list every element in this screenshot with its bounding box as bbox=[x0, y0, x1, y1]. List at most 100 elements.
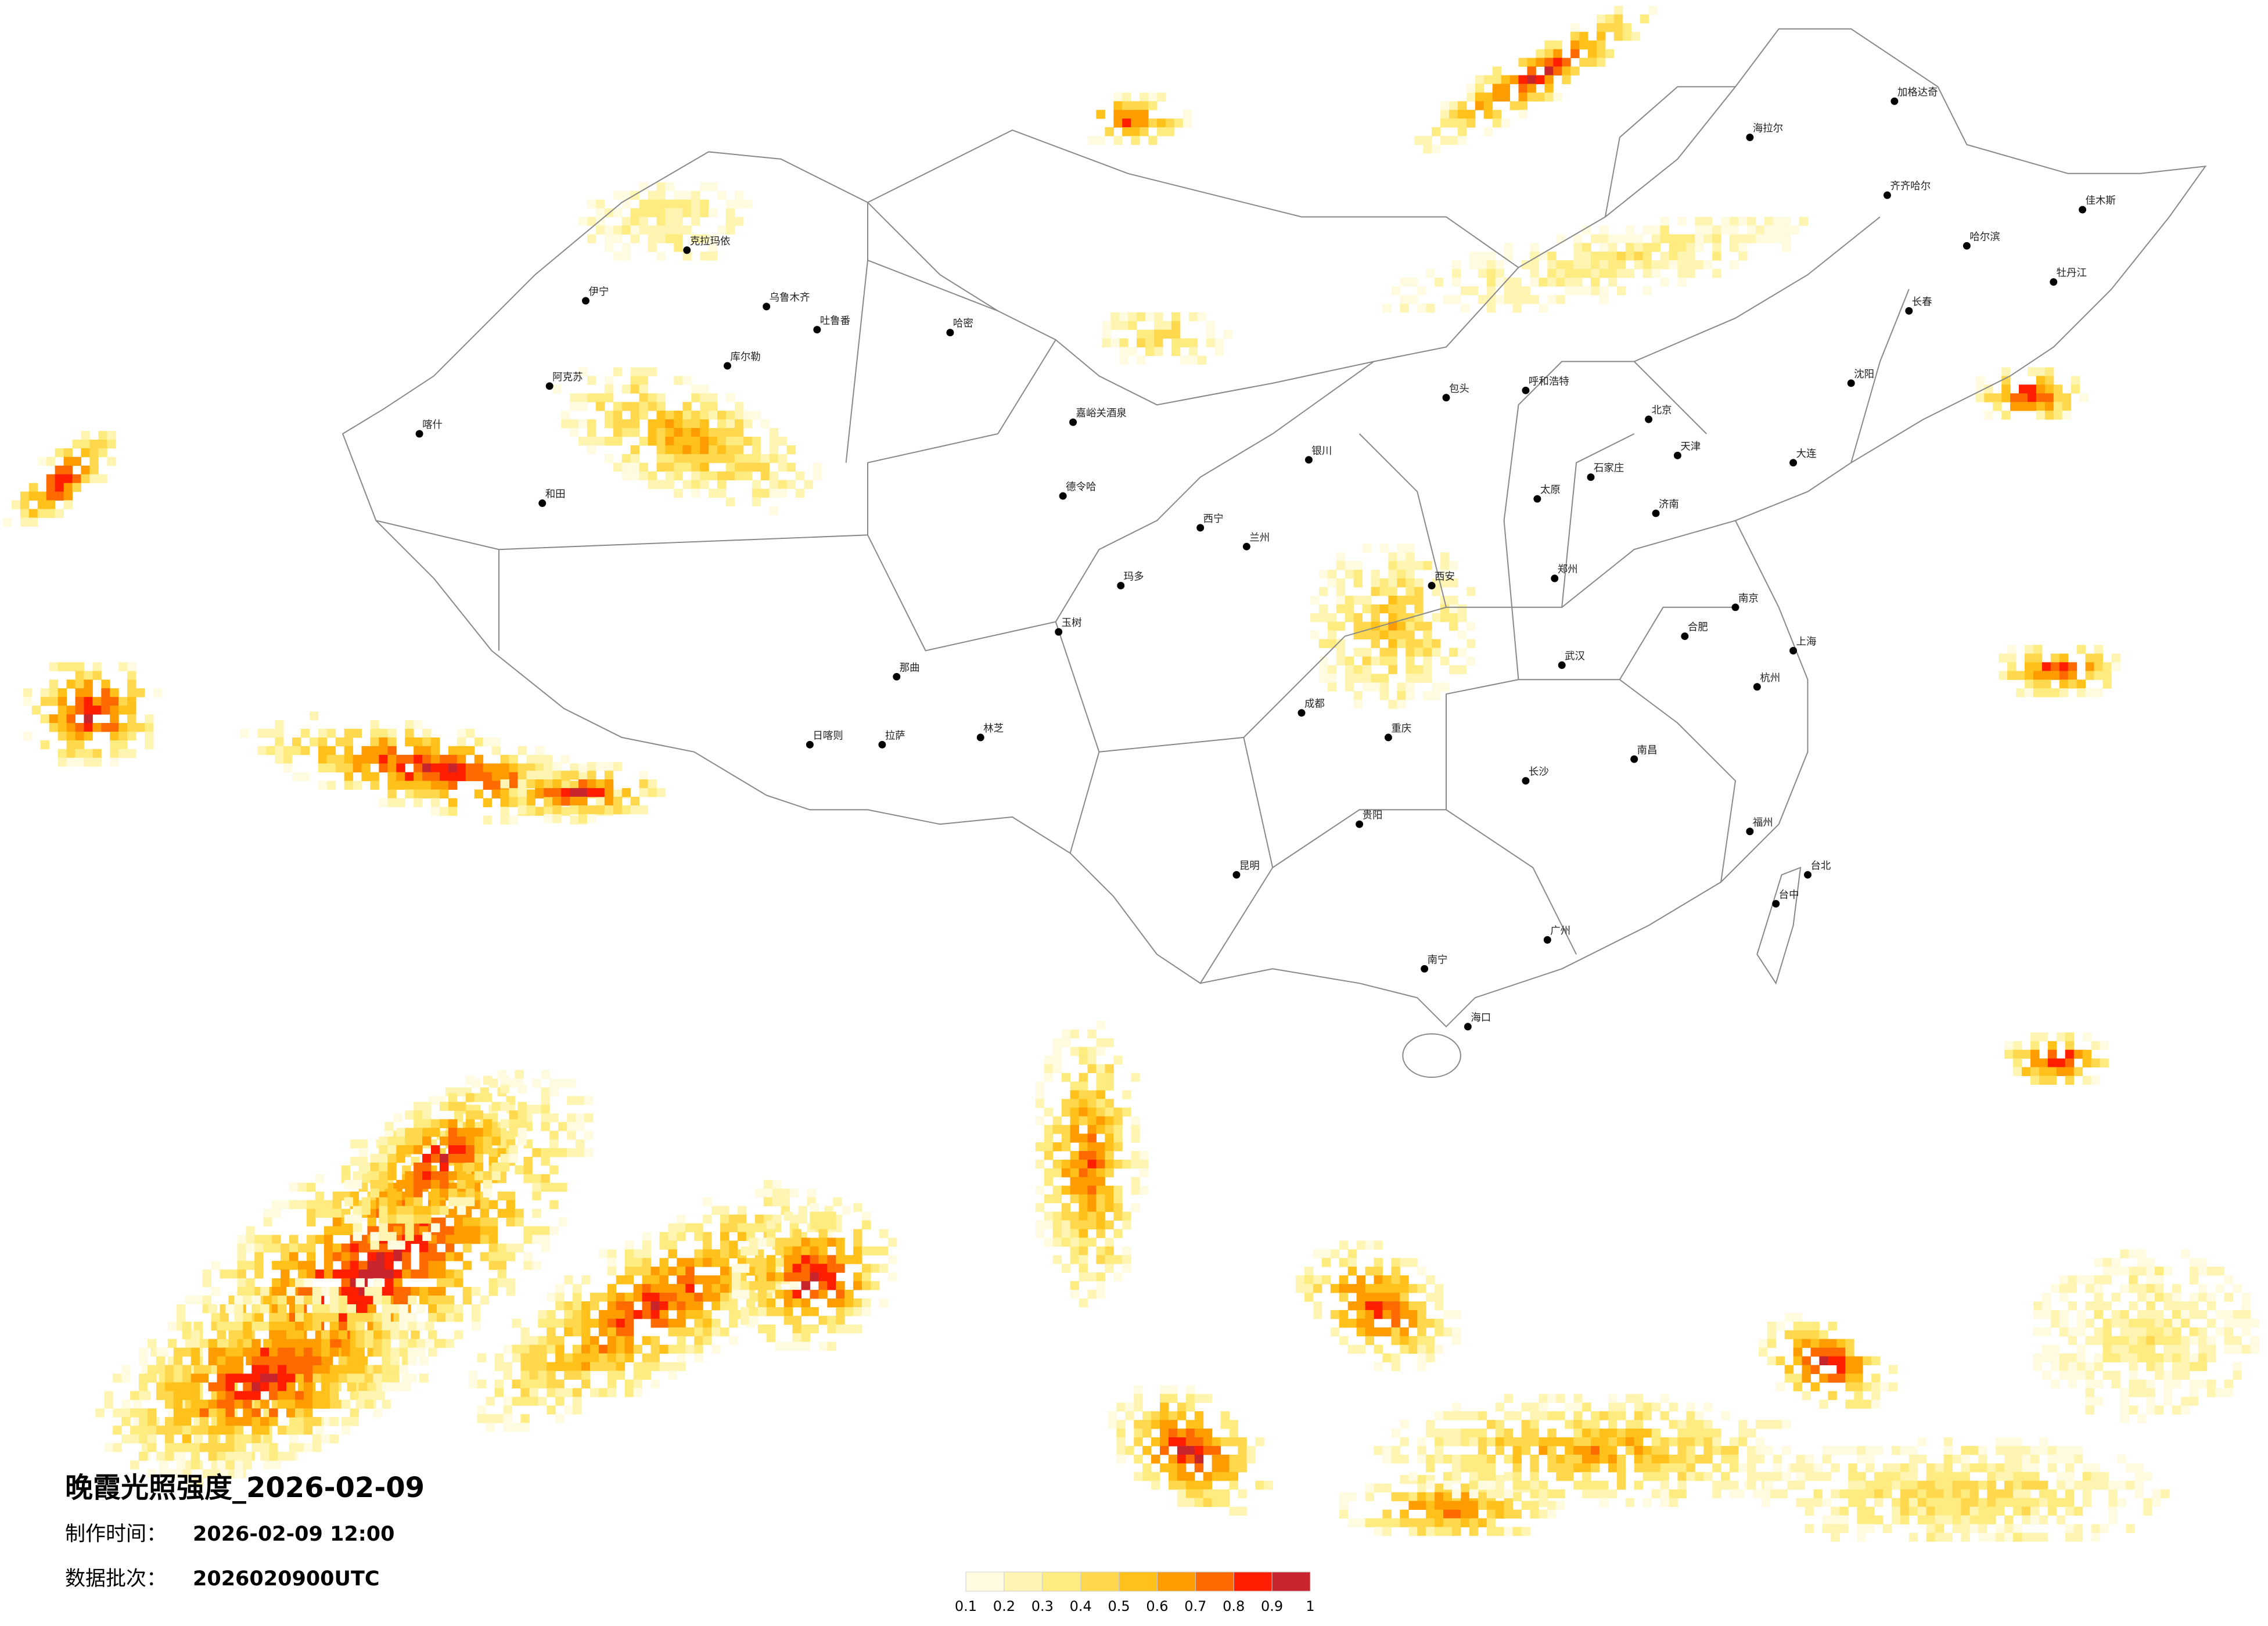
heat-cell bbox=[682, 437, 692, 446]
heat-cell bbox=[677, 1214, 686, 1224]
heat-cell bbox=[581, 1344, 591, 1354]
heat-cell bbox=[665, 217, 674, 226]
heat-cell bbox=[1660, 1472, 1669, 1481]
heat-cell bbox=[1457, 101, 1467, 110]
heat-cell bbox=[1460, 303, 1470, 313]
heat-cell bbox=[251, 1347, 261, 1357]
heat-cell bbox=[315, 1200, 325, 1210]
heat-cell bbox=[431, 789, 440, 798]
city-dot bbox=[1963, 242, 1971, 250]
heat-cell bbox=[2025, 679, 2034, 689]
heat-cell bbox=[2215, 1327, 2225, 1337]
heat-cell bbox=[1460, 1437, 1470, 1447]
heat-cell bbox=[1379, 587, 1389, 596]
heat-cell bbox=[1469, 1429, 1479, 1438]
heat-cell bbox=[1096, 1020, 1105, 1030]
heat-cell bbox=[373, 1339, 382, 1348]
heat-cell bbox=[650, 1362, 660, 1372]
heat-cell bbox=[1969, 1480, 1979, 1490]
heat-cell bbox=[246, 1243, 255, 1253]
heat-cell bbox=[437, 1269, 446, 1279]
heat-cell bbox=[818, 1341, 828, 1351]
heat-cell bbox=[1339, 1240, 1349, 1250]
heat-cell bbox=[483, 1136, 493, 1146]
heat-cell bbox=[416, 1321, 426, 1331]
heat-cell bbox=[1512, 1454, 1522, 1464]
heat-cell bbox=[422, 780, 432, 790]
heat-cell bbox=[555, 1344, 565, 1354]
heat-cell bbox=[1828, 1356, 1837, 1366]
heat-cell bbox=[535, 754, 544, 764]
heat-cell bbox=[208, 1469, 218, 1478]
heat-cell bbox=[1122, 1264, 1131, 1273]
heat-cell bbox=[1440, 561, 1450, 570]
heat-cell bbox=[321, 1312, 330, 1322]
heat-cell bbox=[578, 437, 588, 446]
heat-cell bbox=[1677, 1420, 1687, 1429]
heat-cell bbox=[164, 1434, 174, 1444]
heat-cell bbox=[480, 1217, 490, 1227]
heat-cell bbox=[1185, 1446, 1195, 1455]
heat-cell bbox=[1131, 118, 1140, 128]
heat-cell bbox=[720, 1258, 729, 1267]
heat-cell bbox=[810, 1255, 819, 1264]
heat-cell bbox=[1313, 1284, 1322, 1293]
heat-cell bbox=[1406, 691, 1415, 700]
heat-cell bbox=[1608, 1454, 1618, 1464]
heat-cell bbox=[414, 780, 423, 790]
heat-cell bbox=[251, 1443, 261, 1452]
heat-cell bbox=[1304, 1293, 1314, 1302]
heat-cell bbox=[1764, 1480, 1774, 1490]
heat-cell bbox=[217, 1408, 226, 1418]
heat-cell bbox=[405, 1128, 414, 1137]
heat-cell bbox=[254, 1269, 264, 1279]
heat-cell bbox=[2036, 384, 2046, 394]
heat-cell bbox=[2224, 1318, 2234, 1328]
heat-cell bbox=[246, 1278, 255, 1287]
heat-cell bbox=[2065, 1463, 2075, 1473]
heat-cell bbox=[648, 190, 657, 200]
heat-cell bbox=[1582, 286, 1591, 296]
heat-cell bbox=[2111, 1379, 2120, 1388]
heat-cell bbox=[148, 1443, 157, 1452]
heat-cell bbox=[564, 1318, 573, 1328]
heat-cell bbox=[573, 1370, 582, 1380]
heat-cell bbox=[393, 1287, 402, 1296]
heat-cell bbox=[2134, 1472, 2144, 1481]
heat-cell bbox=[1721, 1446, 1730, 1455]
heat-cell bbox=[465, 1188, 475, 1198]
heat-cell bbox=[408, 1356, 417, 1366]
heat-cell bbox=[685, 1267, 695, 1276]
heat-cell bbox=[1397, 552, 1406, 562]
heat-cell bbox=[515, 1243, 524, 1253]
heat-cell bbox=[474, 789, 484, 798]
heat-cell bbox=[1660, 234, 1669, 243]
heat-cell bbox=[766, 1333, 776, 1343]
heat-cell bbox=[685, 1327, 695, 1337]
heat-cell bbox=[350, 1157, 360, 1166]
heat-cell bbox=[1212, 1454, 1221, 1464]
heat-cell bbox=[272, 1460, 281, 1470]
heat-cell bbox=[2137, 1293, 2147, 1302]
heat-cell bbox=[396, 1136, 405, 1146]
heat-cell bbox=[1677, 217, 1687, 226]
heat-cell bbox=[462, 1226, 472, 1235]
heat-cell bbox=[1460, 1492, 1470, 1502]
heat-cell bbox=[1105, 1264, 1114, 1273]
heat-cell bbox=[1061, 1185, 1071, 1195]
heat-cell bbox=[2102, 1370, 2112, 1380]
heat-cell bbox=[639, 771, 649, 780]
heat-cell bbox=[1530, 1402, 1539, 1412]
heat-cell bbox=[1703, 260, 1713, 269]
heat-cell bbox=[1406, 621, 1415, 631]
heat-cell bbox=[465, 1136, 475, 1146]
heat-cell bbox=[1871, 1382, 1881, 1391]
heat-cell bbox=[624, 1353, 634, 1363]
heat-cell bbox=[1746, 1480, 1756, 1490]
heat-cell bbox=[1622, 23, 1632, 33]
heat-cell bbox=[1900, 1489, 1910, 1499]
heat-cell bbox=[199, 1417, 209, 1426]
heat-cell bbox=[488, 1261, 498, 1270]
heat-cell bbox=[1122, 118, 1131, 128]
heat-cell bbox=[1634, 243, 1644, 252]
